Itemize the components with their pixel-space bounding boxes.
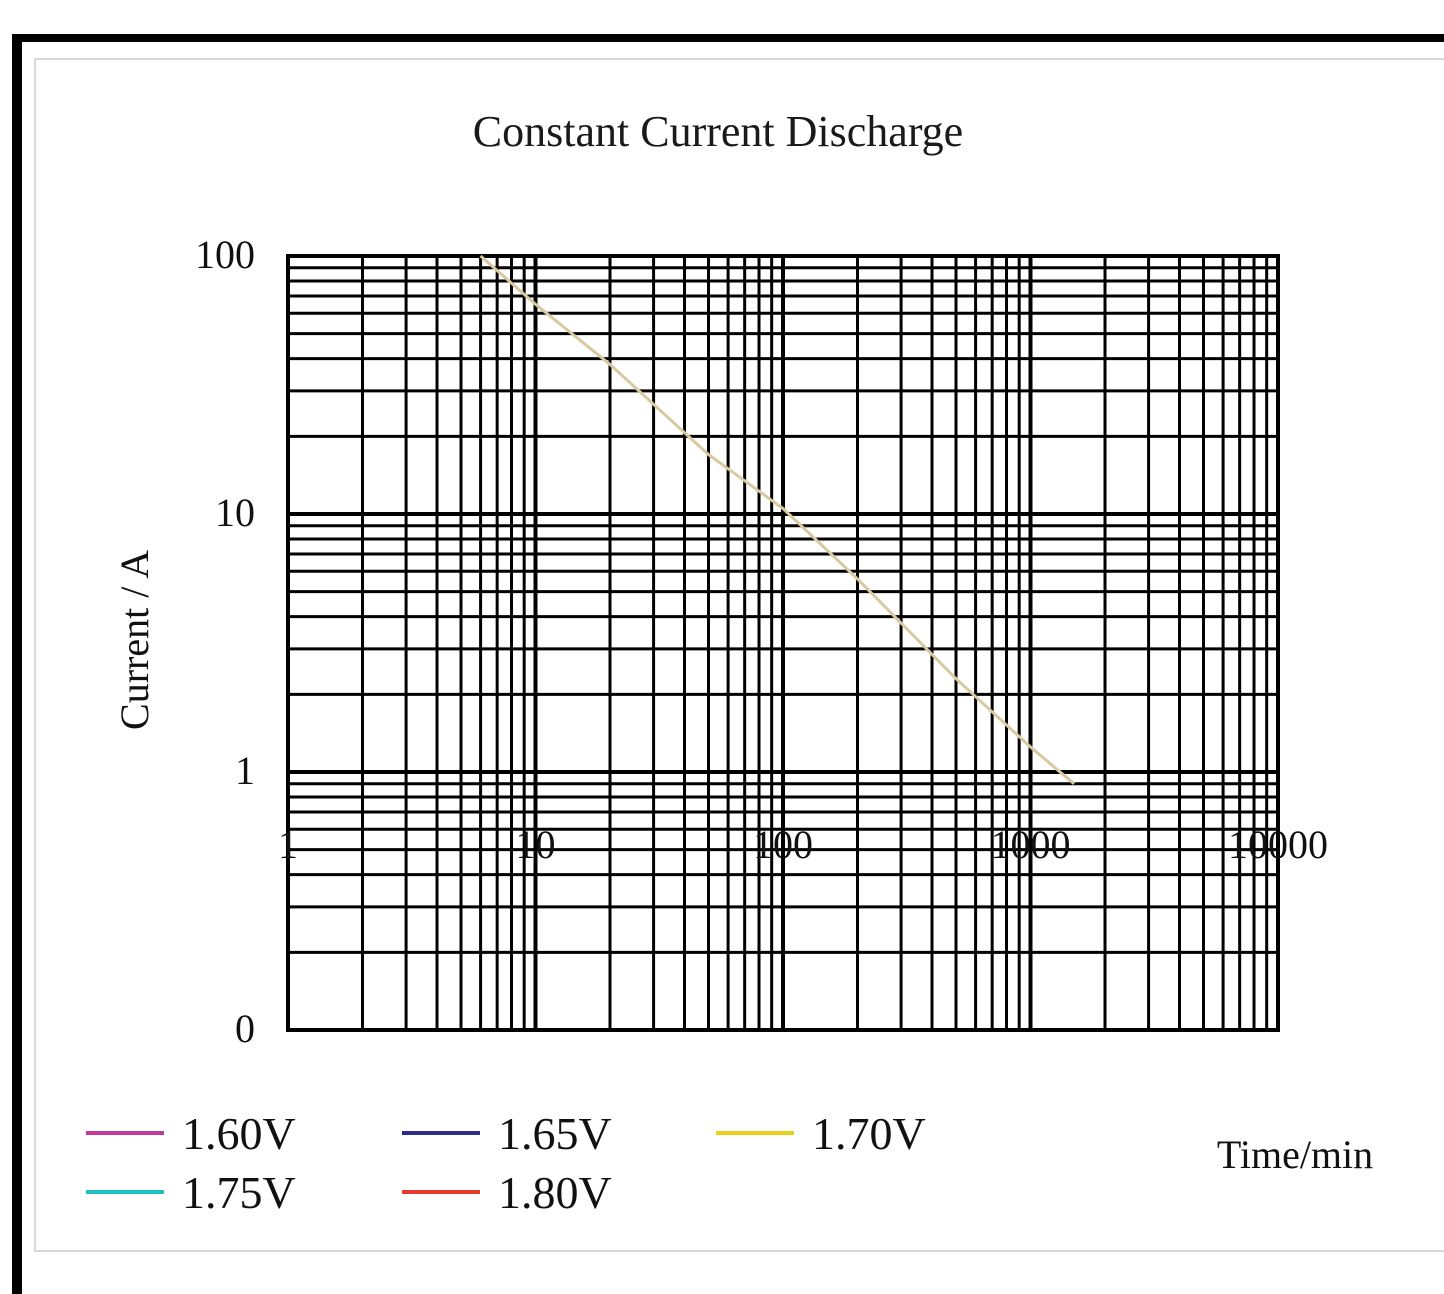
plot-border xyxy=(286,254,1280,1032)
legend-label: 1.80V xyxy=(498,1167,612,1218)
y-tick-label: 100 xyxy=(195,232,255,277)
y-axis-label: Current / A xyxy=(112,550,157,730)
x-tick-label: 1 xyxy=(278,822,298,867)
legend-label: 1.60V xyxy=(182,1108,296,1159)
x-tick-labels: 1 10 100 1000 10000 xyxy=(278,822,1328,867)
x-tick-label: 10 xyxy=(516,822,556,867)
x-tick-label: 1000 xyxy=(991,822,1071,867)
x-tick-label: 100 xyxy=(753,822,813,867)
chart-title: Constant Current Discharge xyxy=(473,107,963,156)
legend-label: 1.65V xyxy=(498,1108,612,1159)
discharge-curve xyxy=(479,254,1076,785)
x-axis-label: Time/min xyxy=(1217,1132,1373,1177)
grid xyxy=(286,254,1280,1032)
legend-label: 1.70V xyxy=(812,1108,926,1159)
curve-line xyxy=(479,254,1076,785)
y-tick-label: 10 xyxy=(215,490,255,535)
x-tick-label: 10000 xyxy=(1228,822,1328,867)
y-tick-label: 0 xyxy=(235,1006,255,1051)
legend: 1.60V 1.65V 1.70V 1.75V 1.80V xyxy=(86,1108,926,1218)
legend-label: 1.75V xyxy=(182,1167,296,1218)
y-tick-label: 1 xyxy=(235,748,255,793)
